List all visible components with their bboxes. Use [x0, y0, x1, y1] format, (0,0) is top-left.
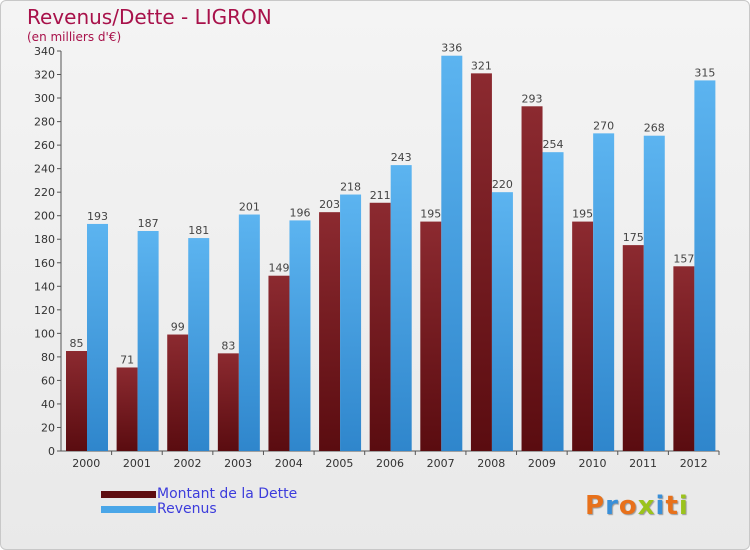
revenue-bar [390, 165, 412, 451]
revenue-bar [441, 55, 463, 452]
debt-bar [622, 245, 644, 451]
x-tick-label: 2010 [578, 457, 606, 470]
debt-bar [673, 266, 695, 451]
debt-value-label: 83 [221, 339, 235, 352]
debt-value-label: 157 [673, 252, 694, 265]
x-tick-label: 2009 [528, 457, 556, 470]
x-tick-label: 2006 [376, 457, 404, 470]
debt-bar [572, 221, 594, 451]
y-tick-label: 120 [34, 304, 55, 317]
revenue-value-label: 218 [340, 181, 361, 194]
y-tick-label: 340 [34, 45, 55, 58]
debt-bar [369, 202, 391, 451]
revenue-value-label: 193 [87, 210, 108, 223]
x-tick-label: 2002 [174, 457, 202, 470]
y-tick-label: 300 [34, 92, 55, 105]
revenue-value-label: 270 [593, 119, 614, 132]
legend-label-revenue: Revenus [157, 501, 217, 517]
debt-value-label: 85 [70, 337, 84, 350]
debt-bar [66, 351, 87, 451]
debt-value-label: 195 [420, 208, 441, 221]
revenue-value-label: 336 [441, 42, 462, 55]
debt-value-label: 293 [522, 92, 543, 105]
y-tick-label: 240 [34, 163, 55, 176]
revenue-bar [137, 231, 159, 451]
y-tick-label: 140 [34, 280, 55, 293]
y-tick-label: 200 [34, 210, 55, 223]
y-tick-label: 280 [34, 116, 55, 129]
debt-value-label: 203 [319, 198, 340, 211]
y-tick-label: 20 [41, 421, 55, 434]
debt-bar [319, 212, 341, 451]
debt-bar [521, 106, 543, 451]
revenue-value-label: 187 [138, 217, 159, 230]
revenue-value-label: 254 [543, 138, 564, 151]
debt-value-label: 71 [120, 353, 134, 366]
x-tick-label: 2001 [123, 457, 151, 470]
x-tick-label: 2004 [275, 457, 303, 470]
revenue-bar [87, 223, 108, 451]
chart-title: Revenus/Dette - LIGRON [27, 5, 272, 29]
x-tick-label: 2008 [477, 457, 505, 470]
y-tick-label: 0 [48, 445, 55, 458]
debt-value-label: 211 [370, 189, 391, 202]
chart-subtitle: (en milliers d'€) [27, 30, 122, 44]
debt-value-label: 321 [471, 59, 492, 72]
debt-bar [116, 367, 138, 451]
y-tick-label: 160 [34, 257, 55, 270]
debt-bar [470, 73, 492, 452]
debt-bar [167, 334, 189, 451]
revenue-bar [694, 80, 716, 451]
revenue-bar [238, 214, 260, 451]
legend-swatch-debt [101, 491, 156, 498]
revenue-bar [188, 238, 210, 451]
x-tick-label: 2003 [224, 457, 252, 470]
y-tick-label: 40 [41, 398, 55, 411]
revenue-bar [593, 133, 615, 451]
y-tick-label: 100 [34, 327, 55, 340]
revenue-bar [491, 192, 513, 452]
revenue-value-label: 196 [289, 206, 310, 219]
revenue-value-label: 243 [391, 151, 412, 164]
debt-value-label: 149 [268, 262, 289, 275]
x-tick-label: 2007 [427, 457, 455, 470]
revenue-value-label: 220 [492, 178, 513, 191]
y-tick-label: 80 [41, 351, 55, 364]
y-tick-label: 60 [41, 374, 55, 387]
x-tick-label: 2005 [325, 457, 353, 470]
revenue-value-label: 201 [239, 201, 260, 214]
revenue-bar [643, 135, 665, 452]
debt-value-label: 99 [171, 321, 185, 334]
legend-label-debt: Montant de la Dette [157, 486, 298, 502]
legend-swatch-revenue [101, 506, 156, 513]
revenue-value-label: 268 [644, 122, 665, 135]
revenue-bar [542, 152, 564, 452]
revenue-bar [340, 194, 362, 451]
y-tick-label: 180 [34, 233, 55, 246]
y-tick-label: 220 [34, 186, 55, 199]
x-tick-label: 2000 [72, 457, 100, 470]
revenue-value-label: 315 [694, 66, 715, 79]
debt-value-label: 175 [623, 231, 644, 244]
debt-bar [420, 221, 442, 451]
y-tick-label: 260 [34, 139, 55, 152]
x-tick-label: 2012 [680, 457, 708, 470]
proxiti-logo: Proxiti [585, 491, 689, 521]
revenue-bar [289, 220, 311, 451]
x-tick-label: 2011 [629, 457, 657, 470]
debt-bar [217, 353, 239, 451]
revenue-value-label: 181 [188, 224, 209, 237]
y-tick-label: 320 [34, 69, 55, 82]
debt-value-label: 195 [572, 208, 593, 221]
debt-bar [268, 275, 290, 451]
